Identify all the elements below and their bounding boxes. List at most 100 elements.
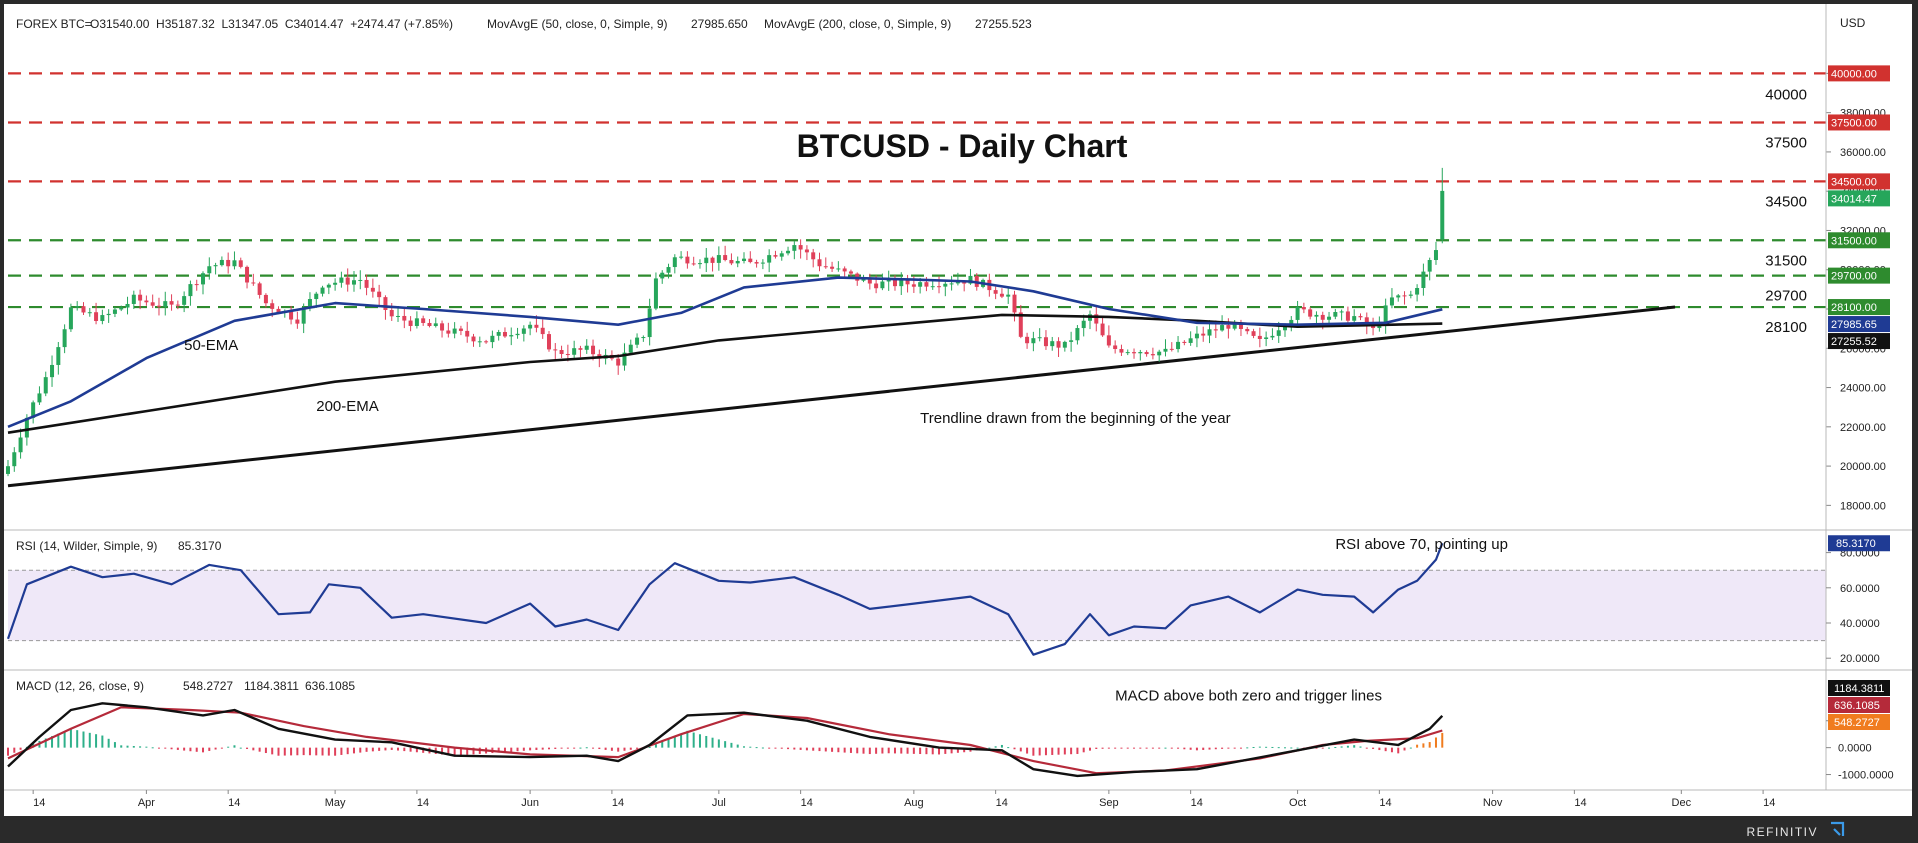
candle-body [119, 307, 124, 310]
candle-body [1251, 331, 1256, 336]
candle-body [1169, 348, 1174, 350]
macd-histogram-bar [1265, 746, 1268, 748]
candle-body [616, 358, 621, 366]
candle-body [1220, 325, 1225, 331]
x-tick-label: 14 [1574, 797, 1586, 809]
support-level-badge-bg [1828, 267, 1890, 284]
candle-body [742, 258, 747, 261]
support-level-badge-bg [1828, 232, 1890, 249]
refinitiv-logo-icon [1831, 821, 1845, 836]
macd-histogram-bar [988, 747, 991, 749]
candle-body [1339, 311, 1344, 313]
branding: REFINITIV [1746, 821, 1845, 839]
macd-histogram-bar [120, 745, 123, 748]
candle-body [1043, 337, 1048, 347]
x-tick-label: Apr [138, 797, 155, 809]
candle-body [452, 328, 457, 334]
candle-body [169, 301, 174, 305]
candle-body [502, 332, 507, 337]
macd-histogram-bar [283, 747, 286, 756]
candle-body [521, 328, 526, 334]
rsi-value-badge-bg [1828, 535, 1890, 552]
date-x-axis[interactable]: 14 Apr 14 May 14 Jun 14 Jul 14 Aug 14 Sep 14 Oct 14 Nov… [32, 790, 1775, 809]
macd-histogram-bar [805, 747, 808, 751]
x-tick-label: 14 [1379, 797, 1391, 809]
candle-body [779, 253, 784, 257]
candle-body [792, 245, 797, 251]
macd-histogram-bar [994, 746, 997, 748]
macd-histogram-bar [63, 731, 66, 748]
candle-body [1150, 354, 1155, 356]
candle-body [1295, 307, 1300, 320]
macd-histogram-bar [856, 747, 859, 754]
macd-histogram-bar [1296, 747, 1299, 749]
macd-histogram-bar [711, 737, 714, 748]
last-candle-body [1440, 190, 1445, 240]
macd-title: MACD (12, 26, close, 9) [16, 679, 144, 693]
macd-value-badge: 1184.3811 [1834, 683, 1884, 695]
candle-body [817, 259, 822, 267]
candle-body [1301, 307, 1306, 310]
candle-body [194, 284, 199, 286]
candle-body [75, 306, 80, 308]
candle-body [546, 334, 551, 350]
macd-histogram-bar [912, 747, 915, 754]
macd-histogram-bar [321, 747, 324, 756]
candle-body [1012, 294, 1017, 313]
candle-body [18, 437, 23, 453]
macd-histogram-bar [824, 747, 827, 752]
candle-body [238, 260, 243, 267]
candle-body [1289, 319, 1294, 327]
candle-body [1415, 287, 1420, 295]
macd-histogram-bar [881, 747, 884, 754]
macd-histogram-bar [1378, 747, 1381, 751]
support-level-label: 31500 [1765, 252, 1807, 269]
macd-histogram-bar [516, 747, 519, 752]
macd-histogram-bar [1063, 747, 1066, 755]
macd-histogram-bar [1189, 747, 1192, 750]
candle-body [798, 245, 803, 250]
candle-body [1062, 341, 1067, 348]
macd-histogram-bar [1315, 747, 1318, 749]
candle-body [24, 417, 29, 438]
candle-body [1232, 323, 1237, 329]
macd-histogram-bar [378, 747, 381, 751]
macd-annotation: MACD above both zero and trigger lines [1115, 688, 1382, 705]
resistance-level-badge: 37500.00 [1831, 117, 1877, 129]
macd-histogram-bar [365, 747, 368, 752]
macd-histogram-bar [390, 747, 393, 750]
macd-histogram-bar [761, 747, 764, 749]
macd-histogram-bar [1088, 747, 1091, 751]
candle-body [1238, 323, 1243, 329]
candle-body [660, 272, 665, 279]
macd-histogram-bar [535, 747, 538, 750]
x-tick-label: 14 [417, 797, 429, 809]
macd-histogram-bar [1441, 732, 1444, 748]
x-tick-label: Dec [1672, 797, 1692, 809]
macd-histogram-bar [1183, 747, 1186, 750]
candle-body [899, 279, 904, 287]
macd-histogram-bar [371, 747, 374, 752]
rsi-panel[interactable]: RSI above 70, pointing up RSI (14, Wilde… [6, 536, 1826, 656]
macd-histogram-bar [1070, 747, 1073, 755]
macd-histogram-bar [1239, 747, 1242, 749]
price-panel[interactable]: 40000 37500 34500 31500 29700 28100 50-EMA 200… [6, 17, 1831, 506]
candle-body [56, 347, 61, 365]
support-level-badge: 29700.00 [1831, 271, 1877, 283]
support-level-badge: 31500.00 [1831, 235, 1877, 247]
candle-body [496, 332, 501, 336]
macd-panel[interactable]: MACD above both zero and trigger lines M… [7, 679, 1444, 778]
candle-body [138, 294, 143, 301]
price-value-badge: 34014.47 [1831, 193, 1877, 205]
branding-label: REFINITIV [1746, 825, 1818, 839]
macd-histogram-bar [1101, 747, 1104, 749]
chart-title: BTCUSD - Daily Chart [797, 128, 1128, 164]
price-annotation: 200-EMA [316, 398, 379, 415]
candle-body [729, 260, 734, 264]
macd-histogram-bar [1032, 747, 1035, 756]
candle-body [1283, 326, 1288, 331]
macd-histogram-bar [1227, 747, 1230, 749]
macd-histogram-bar [1057, 747, 1060, 755]
macd-histogram-bar [598, 747, 601, 750]
